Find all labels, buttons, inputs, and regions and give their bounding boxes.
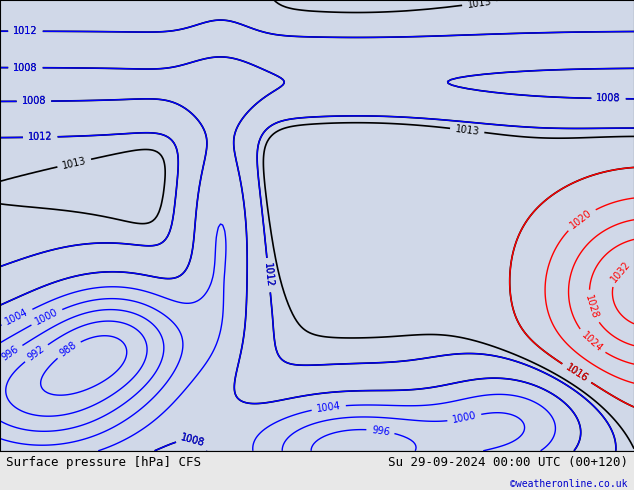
Text: 1008: 1008	[596, 94, 621, 104]
Text: 1008: 1008	[596, 94, 621, 104]
Text: Su 29-09-2024 00:00 UTC (00+120): Su 29-09-2024 00:00 UTC (00+120)	[387, 456, 628, 469]
Text: 1012: 1012	[13, 26, 38, 36]
Text: 1016: 1016	[564, 363, 590, 384]
Text: 1000: 1000	[451, 411, 477, 425]
Text: 1028: 1028	[583, 294, 600, 320]
Text: 988: 988	[58, 340, 79, 359]
Text: 1008: 1008	[180, 432, 206, 448]
Text: 1012: 1012	[28, 132, 53, 143]
Text: 1012: 1012	[262, 263, 275, 288]
Text: 1000: 1000	[34, 307, 60, 327]
Text: 1008: 1008	[22, 96, 46, 106]
Text: 1004: 1004	[316, 401, 342, 414]
Text: 1008: 1008	[13, 63, 37, 73]
Text: 996: 996	[371, 425, 391, 437]
Text: 1012: 1012	[28, 132, 53, 143]
Text: 1024: 1024	[579, 330, 604, 354]
Text: 1013: 1013	[455, 124, 480, 137]
Text: 1012: 1012	[13, 26, 38, 36]
Text: 1008: 1008	[180, 432, 206, 448]
Text: 1008: 1008	[22, 96, 46, 106]
Text: 1013: 1013	[467, 0, 492, 10]
Text: 1032: 1032	[609, 259, 632, 284]
Text: 992: 992	[26, 343, 47, 363]
Text: 1016: 1016	[564, 363, 590, 384]
Text: 1013: 1013	[61, 155, 87, 171]
Text: 1012: 1012	[262, 263, 275, 288]
Text: 1008: 1008	[13, 63, 37, 73]
Text: ©weatheronline.co.uk: ©weatheronline.co.uk	[510, 479, 628, 489]
Text: Surface pressure [hPa] CFS: Surface pressure [hPa] CFS	[6, 456, 202, 469]
Text: 1020: 1020	[568, 208, 594, 230]
Text: 1004: 1004	[4, 307, 30, 327]
Text: 996: 996	[0, 344, 21, 363]
